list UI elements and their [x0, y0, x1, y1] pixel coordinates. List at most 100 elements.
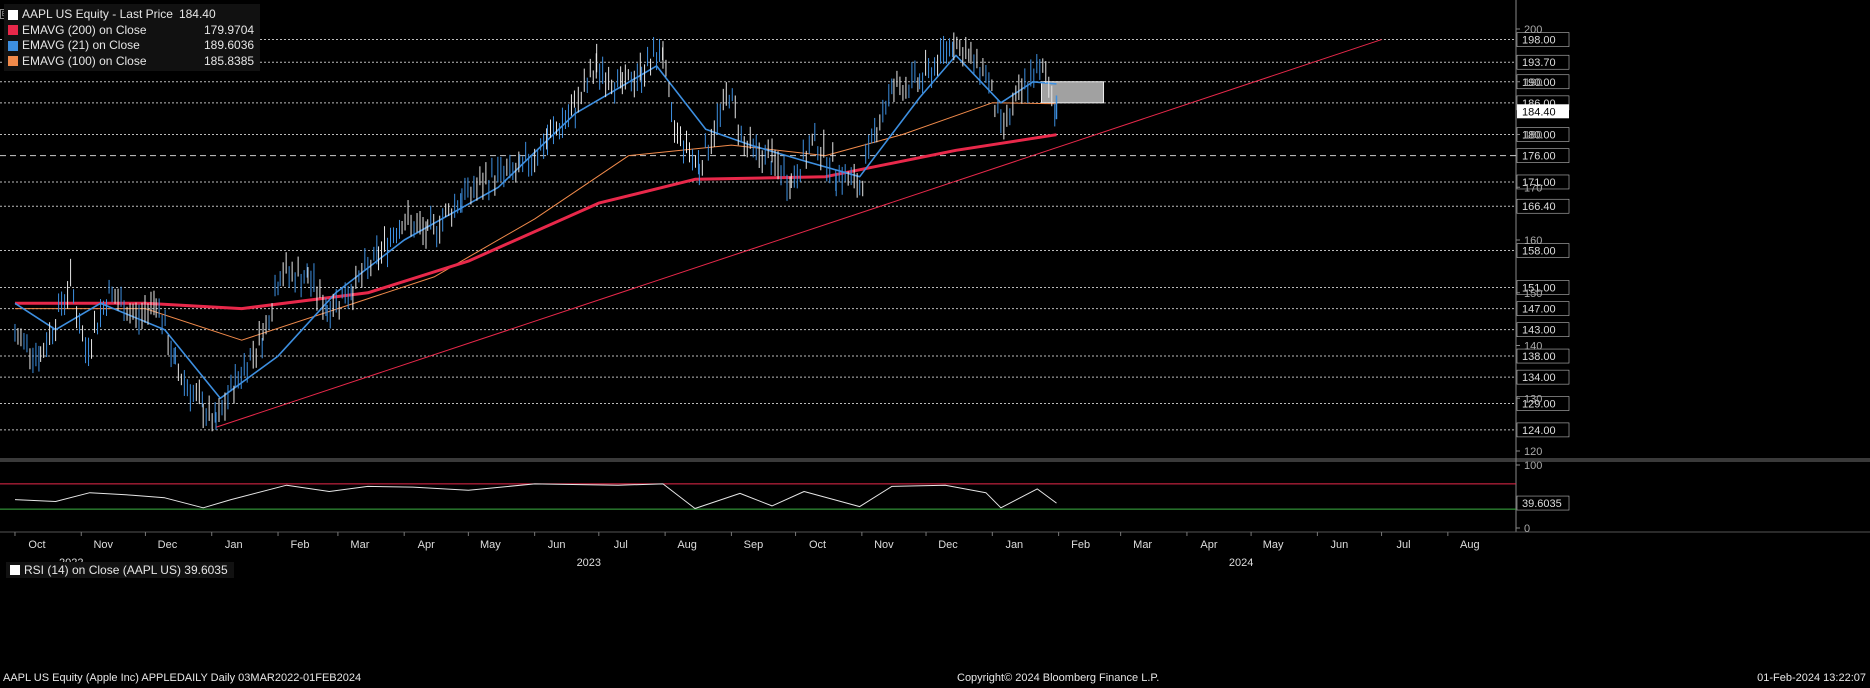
x-month-label: Jun	[1331, 539, 1349, 551]
y-tick-label: 150	[1524, 288, 1542, 300]
x-month-label: Oct	[28, 539, 45, 551]
legend-title: AAPL US Equity - Last Price	[22, 7, 173, 21]
level-label-box	[1516, 198, 1570, 214]
legend-item-value: 189.6036	[204, 38, 255, 52]
level-label: 171.00	[1522, 177, 1556, 189]
legend-item[interactable]: EMAVG (100) on Close 185.8385	[8, 54, 254, 70]
level-label-box	[1516, 54, 1570, 70]
y-tick-label: 200	[1524, 24, 1542, 36]
ema21-swatch-icon	[8, 40, 18, 51]
ema21-line	[14, 54, 1057, 400]
y-tick-label: 160	[1524, 235, 1542, 247]
x-month-label: May	[480, 539, 501, 551]
x-year-label: 2023	[577, 557, 601, 569]
y-tick-label: 190	[1524, 77, 1542, 89]
x-month-label: Sep	[744, 539, 764, 551]
footer-security-info: AAPL US Equity (Apple Inc) APPLEDAILY Da…	[3, 672, 362, 684]
x-month-label: Apr	[418, 539, 435, 551]
level-label: 176.00	[1522, 151, 1556, 163]
x-month-label: Apr	[1200, 539, 1217, 551]
legend-title-row: AAPL US Equity - Last Price 184.40	[8, 7, 254, 23]
level-label-box	[1516, 422, 1570, 438]
ema200-line	[15, 133, 1057, 311]
ema100-swatch-icon	[8, 56, 18, 67]
x-year-label: 2024	[1229, 557, 1253, 569]
level-label: 198.00	[1522, 35, 1556, 47]
x-month-label: Aug	[1460, 539, 1480, 551]
legend-item-value: 179.9704	[204, 22, 255, 37]
last-price-box	[1517, 104, 1569, 119]
y-tick-label: 120	[1524, 446, 1542, 458]
x-month-label: Nov	[874, 539, 894, 551]
x-month-label: Jan	[225, 539, 243, 551]
level-label: 180.00	[1522, 130, 1556, 142]
panel-divider	[0, 458, 1870, 462]
legend-item[interactable]: EMAVG (200) on Close 179.9704	[8, 23, 254, 39]
rsi-legend-label: RSI (14) on Close (AAPL US) 39.6035	[24, 563, 228, 577]
level-label: 129.00	[1522, 399, 1556, 411]
level-label-box	[1516, 396, 1570, 411]
rsi-swatch-icon	[10, 565, 20, 575]
rsi-legend[interactable]: RSI (14) on Close (AAPL US) 39.6035	[6, 562, 234, 578]
x-month-label: Jul	[614, 539, 628, 551]
y-tick-label: 130	[1524, 393, 1542, 405]
level-label: 134.00	[1522, 372, 1556, 384]
x-month-label: Feb	[291, 539, 310, 551]
legend-item[interactable]: EMAVG (21) on Close 189.6036	[8, 38, 254, 54]
level-label-box	[1516, 243, 1570, 258]
x-month-label: Mar	[350, 539, 369, 551]
level-label-box	[1516, 280, 1570, 295]
footer-copyright: Copyright© 2024 Bloomberg Finance L.P.	[957, 672, 1160, 684]
level-label: 166.40	[1522, 201, 1556, 213]
level-label-box	[1516, 32, 1570, 47]
level-label: 190.00	[1522, 77, 1556, 89]
y-tick-label: 180	[1524, 130, 1542, 142]
x-month-label: Jan	[1005, 539, 1023, 551]
legend-item-value: 185.8385	[204, 53, 255, 68]
ema200-swatch-icon	[8, 25, 18, 36]
support-trendline	[215, 39, 1382, 428]
level-label-box	[1516, 322, 1570, 337]
x-month-label: Jun	[548, 539, 566, 551]
level-label: 124.00	[1522, 425, 1556, 437]
ema100-line	[15, 102, 1057, 341]
x-month-label: Nov	[93, 539, 113, 551]
x-month-label: Aug	[677, 539, 697, 551]
legend-title-value: 184.40	[178, 7, 216, 21]
rsi-y-tick-label: 0	[1524, 523, 1530, 535]
x-month-label: Dec	[158, 539, 178, 551]
level-label-box	[1516, 148, 1570, 163]
resistance-zone-box	[1041, 81, 1105, 104]
legend-item-label: EMAVG (100) on Close	[22, 53, 147, 68]
y-tick-label: 170	[1524, 182, 1542, 194]
level-label-box	[1516, 174, 1570, 190]
level-label: 147.00	[1522, 304, 1556, 316]
x-month-label: Feb	[1071, 539, 1090, 551]
level-label: 151.00	[1522, 282, 1556, 294]
level-label-box	[1516, 369, 1570, 385]
level-label-box	[1516, 301, 1570, 316]
level-label: 143.00	[1522, 325, 1556, 337]
x-month-label: Oct	[809, 539, 826, 551]
level-label: 193.70	[1522, 57, 1556, 69]
chart-legend: AAPL US Equity - Last Price 184.40 EMAVG…	[4, 4, 261, 71]
last-price-swatch-icon	[8, 9, 18, 20]
x-month-label: Jul	[1397, 539, 1411, 551]
rsi-last-label: 39.6035	[1522, 498, 1562, 510]
y-tick-label: 140	[1524, 341, 1542, 353]
legend-item-label: EMAVG (200) on Close	[22, 22, 147, 37]
x-month-label: May	[1263, 539, 1284, 551]
level-label-box	[1516, 348, 1570, 364]
x-month-label: Mar	[1133, 539, 1152, 551]
rsi-last-box	[1516, 495, 1570, 511]
legend-item-label: EMAVG (21) on Close	[22, 38, 140, 52]
rsi-line	[14, 483, 1057, 509]
x-month-label: Dec	[938, 539, 958, 551]
price-bars	[14, 32, 1056, 432]
level-label: 138.00	[1522, 351, 1556, 363]
level-label: 158.00	[1522, 246, 1556, 258]
rsi-y-tick-label: 100	[1524, 460, 1542, 472]
last-price-label: 184.40	[1522, 106, 1556, 118]
footer-timestamp: 01-Feb-2024 13:22:07	[1757, 672, 1866, 684]
